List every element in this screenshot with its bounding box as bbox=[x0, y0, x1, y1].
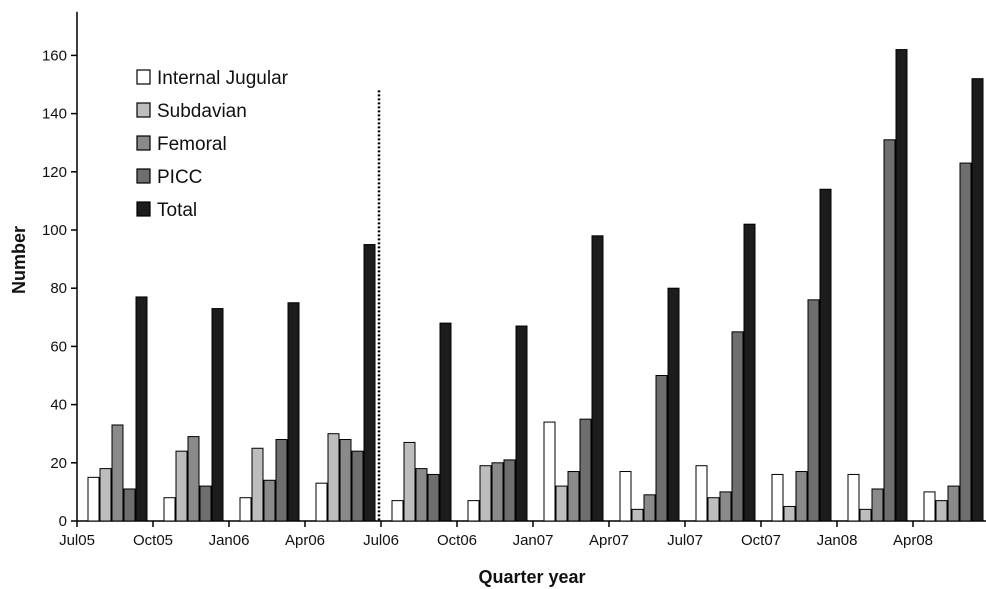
bar bbox=[491, 462, 504, 522]
bar bbox=[427, 473, 440, 522]
legend: Internal Jugular Subdavian Femoral PICC Tota… bbox=[136, 68, 289, 221]
y-tick-label: 80 bbox=[50, 280, 67, 297]
y-axis-title: Number bbox=[9, 226, 29, 294]
bar bbox=[895, 49, 908, 522]
x-tick-label: Jul07 bbox=[667, 532, 703, 549]
bar bbox=[111, 424, 124, 522]
bar bbox=[287, 302, 300, 522]
bar bbox=[871, 488, 884, 522]
x-tick-label: Apr06 bbox=[285, 532, 325, 549]
bar bbox=[99, 468, 112, 522]
bar bbox=[363, 244, 376, 522]
bar bbox=[275, 439, 288, 522]
bar bbox=[415, 468, 428, 522]
bar bbox=[315, 482, 328, 522]
x-axis-title: Quarter year bbox=[478, 567, 585, 587]
bar bbox=[847, 473, 860, 522]
bar bbox=[707, 497, 720, 522]
x-ticks: Jul05 Oct05 Jan06 Apr06 Jul06 Oct06 Jan07 Apr07… bbox=[59, 521, 933, 549]
bar bbox=[515, 325, 528, 522]
x-tick-label: Apr07 bbox=[589, 532, 629, 549]
bar bbox=[795, 471, 808, 522]
bar bbox=[403, 441, 416, 522]
legend-swatch bbox=[136, 69, 151, 85]
bar bbox=[123, 488, 136, 522]
bar bbox=[719, 491, 732, 522]
bar bbox=[731, 331, 744, 522]
y-tick-label: 40 bbox=[50, 397, 67, 414]
bar bbox=[263, 479, 276, 522]
bar bbox=[819, 188, 832, 522]
bar bbox=[543, 421, 556, 522]
bar bbox=[619, 471, 632, 522]
bar bbox=[971, 78, 984, 522]
x-tick-label: Jul05 bbox=[59, 532, 95, 549]
bar bbox=[339, 439, 352, 522]
x-tick-label: Jul06 bbox=[363, 532, 399, 549]
x-tick-label: Jan08 bbox=[817, 532, 858, 549]
bar bbox=[631, 508, 644, 522]
bar bbox=[947, 485, 960, 522]
y-ticks: 0 20 40 60 80 100 120 140 160 bbox=[42, 47, 77, 530]
x-tick-label: Oct07 bbox=[741, 532, 781, 549]
bar bbox=[351, 450, 364, 522]
bar bbox=[467, 500, 480, 522]
bar bbox=[187, 436, 200, 522]
x-tick-label: Oct05 bbox=[133, 532, 173, 549]
bar bbox=[743, 223, 756, 522]
bar bbox=[643, 494, 656, 522]
y-tick-label: 140 bbox=[42, 106, 67, 123]
bar bbox=[391, 500, 404, 522]
y-tick-label: 20 bbox=[50, 455, 67, 472]
y-tick-label: 60 bbox=[50, 338, 67, 355]
bar bbox=[199, 485, 212, 522]
y-tick-label: 120 bbox=[42, 164, 67, 181]
bar bbox=[579, 418, 592, 522]
bar bbox=[591, 235, 604, 522]
bar bbox=[135, 296, 148, 522]
x-tick-label: Oct06 bbox=[437, 532, 477, 549]
bar bbox=[883, 139, 896, 522]
bar bbox=[667, 287, 680, 522]
legend-label: Internal Jugular bbox=[157, 68, 289, 89]
bar bbox=[959, 162, 972, 522]
legend-swatch bbox=[136, 168, 151, 184]
bar bbox=[783, 505, 796, 522]
bar bbox=[567, 471, 580, 522]
bar bbox=[859, 508, 872, 522]
legend-label: Femoral bbox=[157, 134, 227, 155]
bar bbox=[239, 497, 252, 522]
bars bbox=[87, 49, 984, 522]
x-tick-label: Apr08 bbox=[893, 532, 933, 549]
x-tick-label: Jan06 bbox=[209, 532, 250, 549]
bar bbox=[695, 465, 708, 522]
bar bbox=[87, 476, 100, 522]
bar bbox=[439, 322, 452, 522]
bar bbox=[655, 375, 668, 522]
bar bbox=[175, 450, 188, 522]
bar bbox=[327, 433, 340, 522]
bar bbox=[211, 308, 224, 522]
bar bbox=[251, 447, 264, 522]
x-tick-label: Jan07 bbox=[513, 532, 554, 549]
y-tick-label: 0 bbox=[59, 513, 67, 530]
legend-swatch bbox=[136, 201, 151, 217]
legend-label: Total bbox=[157, 200, 197, 221]
bar bbox=[503, 459, 516, 522]
bar bbox=[807, 299, 820, 522]
bar bbox=[479, 465, 492, 522]
bar bbox=[923, 491, 936, 522]
bar bbox=[163, 497, 176, 522]
legend-label: PICC bbox=[157, 167, 202, 188]
y-tick-label: 160 bbox=[42, 47, 67, 64]
legend-label: Subdavian bbox=[157, 101, 247, 122]
legend-swatch bbox=[136, 135, 151, 151]
bar bbox=[771, 473, 784, 522]
bar bbox=[555, 485, 568, 522]
legend-swatch bbox=[136, 102, 151, 118]
y-tick-label: 100 bbox=[42, 222, 67, 239]
bar bbox=[935, 500, 948, 522]
